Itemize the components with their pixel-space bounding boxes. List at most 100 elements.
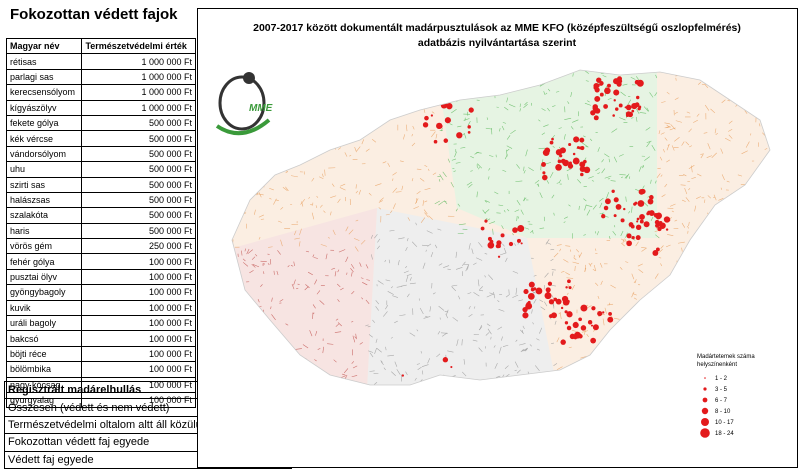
network-segment <box>581 142 588 147</box>
network-segment <box>660 263 663 267</box>
network-segment <box>516 200 521 206</box>
network-segment <box>241 250 243 256</box>
cell: bakcsó <box>5 330 83 347</box>
network-segment <box>627 99 632 106</box>
network-segment <box>325 253 328 260</box>
network-segment <box>451 109 457 114</box>
cell: fekete gólya <box>5 114 83 132</box>
network-segment <box>540 306 546 311</box>
network-segment <box>658 130 661 135</box>
network-segment <box>650 216 654 222</box>
network-segment <box>519 108 521 112</box>
network-segment <box>646 107 650 112</box>
network-segment <box>431 111 435 114</box>
incident-dot <box>442 357 449 363</box>
network-segment <box>359 262 362 267</box>
cell: rétisas <box>5 53 83 70</box>
incident-dot <box>530 287 535 292</box>
network-segment <box>588 176 594 179</box>
network-segment <box>520 329 525 334</box>
network-segment <box>539 299 544 303</box>
network-segment <box>439 174 444 181</box>
network-segment <box>707 143 711 150</box>
network-segment <box>492 228 494 235</box>
incident-dot <box>652 250 659 256</box>
network-segment <box>577 179 582 184</box>
network-segment <box>461 339 463 346</box>
legend-label: 3 - 5 <box>715 387 728 393</box>
network-segment <box>277 220 282 223</box>
network-segment <box>568 346 572 349</box>
incident-dot <box>580 304 588 312</box>
network-segment <box>607 303 614 306</box>
network-segment <box>377 238 381 243</box>
network-segment <box>368 334 373 338</box>
network-segment <box>552 146 555 148</box>
network-segment <box>354 246 359 252</box>
network-segment <box>691 177 696 180</box>
network-segment <box>564 117 572 120</box>
cell: 500 000 Ft <box>81 222 196 240</box>
incident-dot <box>636 220 639 223</box>
network-segment <box>309 330 313 337</box>
network-segment <box>437 228 442 231</box>
network-segment <box>484 253 488 255</box>
incident-dot <box>615 204 622 210</box>
cell: kék vércse <box>5 130 83 147</box>
network-segment <box>487 328 492 335</box>
network-segment <box>375 183 382 186</box>
network-segment <box>588 262 592 267</box>
network-segment <box>571 284 575 291</box>
network-segment <box>394 361 398 367</box>
network-segment <box>586 205 593 208</box>
network-segment <box>680 184 686 186</box>
network-segment <box>430 251 434 258</box>
network-segment <box>380 361 384 365</box>
network-segment <box>331 183 335 187</box>
incident-dot <box>590 110 596 116</box>
network-segment <box>572 73 574 77</box>
network-segment <box>438 263 443 266</box>
network-segment <box>279 299 284 302</box>
network-segment <box>255 254 258 257</box>
row: uráli bagoly 100 000 Ft <box>5 315 196 332</box>
network-segment <box>466 181 473 186</box>
network-segment <box>285 186 289 192</box>
network-segment <box>424 200 428 203</box>
network-segment <box>704 104 710 111</box>
network-segment <box>556 337 560 343</box>
network-segment <box>358 189 361 195</box>
network-segment <box>541 132 546 136</box>
network-segment <box>553 363 558 366</box>
network-segment <box>351 375 358 378</box>
network-segment <box>563 216 568 219</box>
incident-dot <box>567 279 571 284</box>
network-segment <box>586 209 591 216</box>
network-segment <box>422 262 426 269</box>
incident-dot <box>545 291 551 297</box>
network-segment <box>494 363 498 369</box>
network-segment <box>506 145 513 149</box>
network-segment <box>720 148 724 154</box>
row: kuvik 100 000 Ft <box>5 299 196 317</box>
network-segment <box>438 179 441 182</box>
network-segment <box>484 275 486 278</box>
network-segment <box>524 227 530 230</box>
incident-dot <box>495 243 500 249</box>
incident-dot <box>612 114 615 117</box>
network-segment <box>602 75 607 78</box>
network-segment <box>322 346 324 354</box>
network-segment <box>254 209 256 215</box>
network-segment <box>344 152 348 157</box>
network-segment <box>655 234 660 239</box>
legend-symbol <box>704 377 706 379</box>
incident-dot <box>593 115 599 121</box>
network-segment <box>550 258 554 262</box>
network-segment <box>345 226 349 232</box>
network-segment <box>285 171 288 174</box>
network-segment <box>646 140 652 143</box>
network-segment <box>438 201 444 206</box>
cell: halászsas <box>5 191 83 209</box>
network-segment <box>659 156 663 161</box>
network-segment <box>270 306 272 310</box>
